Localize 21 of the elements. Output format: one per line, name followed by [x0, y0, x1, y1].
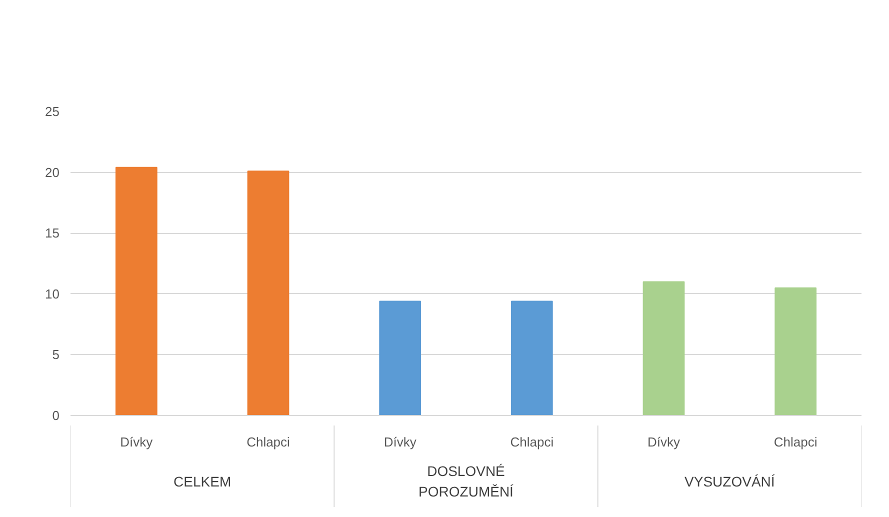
y-tick-label: 0: [52, 408, 60, 423]
y-tick-label: 25: [45, 104, 60, 119]
bar: [774, 287, 817, 416]
text: DOSLOVNÉ POROZUMĚNÍ: [418, 462, 514, 500]
x-tick-label: Dívky: [384, 434, 417, 450]
x-tick-label: Dívky: [648, 434, 680, 450]
bar: [247, 170, 290, 416]
x-tick-label: Chlapci: [774, 434, 818, 450]
x-tick-label: Dívky: [120, 434, 154, 450]
x-tick-label: Chlapci: [246, 434, 290, 450]
bar: [510, 300, 553, 416]
bar: [115, 166, 158, 416]
bar: [379, 300, 422, 416]
y-tick-label: 10: [45, 286, 60, 302]
y-tick-label: 20: [45, 164, 60, 180]
y-tick-label: 5: [52, 347, 60, 362]
x-tick-label: Chlapci: [510, 434, 554, 450]
bar: [642, 281, 685, 416]
text: VYSUZOVÁNÍ: [684, 473, 775, 490]
y-tick-label: 15: [45, 226, 60, 241]
text: CELKEM: [174, 473, 232, 490]
